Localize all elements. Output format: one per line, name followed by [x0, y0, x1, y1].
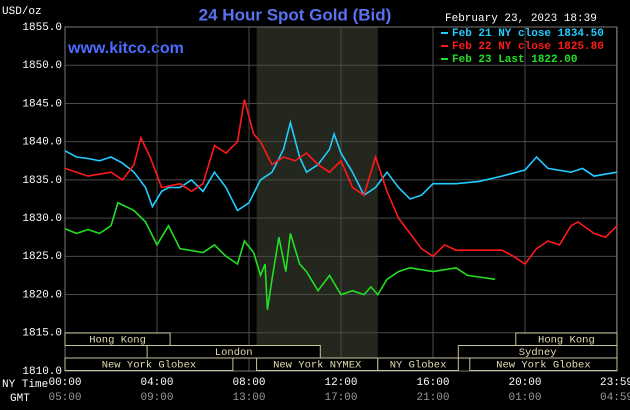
- session-label: London: [215, 347, 253, 359]
- session-label: Sydney: [519, 347, 557, 359]
- x-tick-label: 23:59: [600, 377, 630, 389]
- x-tick-label: 16:00: [416, 377, 449, 389]
- legend-label: Feb 22 NY close 1825.80: [452, 41, 604, 53]
- x-tick-label: 04:00: [140, 377, 173, 389]
- y-tick-label: 1815.0: [22, 328, 62, 340]
- x-tick-label-gmt: 13:00: [232, 392, 265, 404]
- x-tick-label: 20:00: [508, 377, 541, 389]
- x-tick-label: 12:00: [324, 377, 357, 389]
- session-label: Hong Kong: [89, 334, 146, 346]
- x-tick-label-gmt: 01:00: [508, 392, 541, 404]
- legend-label: Feb 23 Last 1822.00: [452, 54, 577, 66]
- y-tick-label: 1820.0: [22, 289, 62, 301]
- session-label: Hong Kong: [538, 334, 595, 346]
- y-tick-label: 1855.0: [22, 22, 62, 34]
- series-line: [64, 119, 618, 212]
- session-label: NY Globex: [390, 359, 447, 371]
- session-label: New York Globex: [102, 359, 197, 371]
- x-tick-label: 08:00: [232, 377, 265, 389]
- x-axis-name: GMT: [10, 393, 30, 405]
- chart-title: 24 Hour Spot Gold (Bid): [199, 5, 392, 24]
- y-tick-label: 1810.0: [22, 366, 62, 378]
- session-bar: [64, 332, 171, 346]
- legend-label: Feb 21 NY close 1834.50: [452, 28, 604, 40]
- y-tick-label: 1825.0: [22, 251, 62, 263]
- x-axis-name: NY Time: [2, 379, 48, 391]
- session-label: New York NYMEX: [273, 359, 362, 371]
- shaded-region: [256, 27, 378, 371]
- session-label: New York Globex: [496, 359, 591, 371]
- x-tick-label-gmt: 04:59: [600, 392, 630, 404]
- y-tick-label: 1830.0: [22, 213, 62, 225]
- session-bar: [146, 345, 321, 359]
- y-tick-label: 1840.0: [22, 137, 62, 149]
- x-tick-label: 00:00: [48, 377, 81, 389]
- series-line: [64, 201, 496, 310]
- y-tick-label: 1850.0: [22, 60, 62, 72]
- session-bar: [469, 357, 618, 371]
- series-line: [64, 99, 618, 266]
- x-tick-label-gmt: 05:00: [48, 392, 81, 404]
- y-tick-label: 1845.0: [22, 98, 62, 110]
- x-tick-label-gmt: 21:00: [416, 392, 449, 404]
- timestamp: February 23, 2023 18:39: [445, 13, 597, 25]
- y-axis-label: USD/oz: [2, 6, 42, 18]
- x-tick-label-gmt: 09:00: [140, 392, 173, 404]
- session-bar: [64, 357, 234, 371]
- y-tick-label: 1835.0: [22, 175, 62, 187]
- watermark: www.kitco.com: [67, 40, 184, 57]
- x-tick-label-gmt: 17:00: [324, 392, 357, 404]
- session-bar: [377, 357, 459, 371]
